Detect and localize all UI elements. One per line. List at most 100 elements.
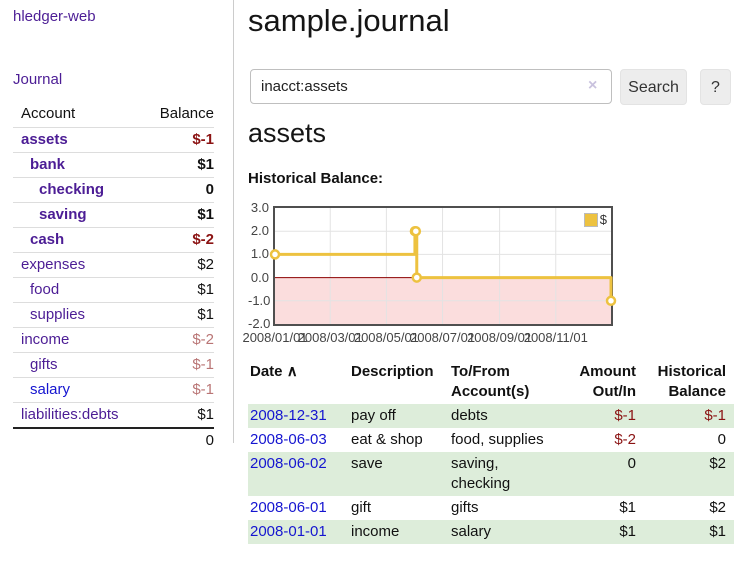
account-balance: $1 [145,302,214,328]
sidebar-account-link[interactable]: liabilities:debts [21,406,119,423]
sidebar-account-link[interactable]: food [30,281,60,298]
register-row: 2008-01-01 income salary $1 $1 [248,520,734,544]
transaction-date-link[interactable]: 2008-06-03 [250,431,327,448]
account-row: gifts $-1 [13,352,214,378]
sidebar-account-link[interactable]: income [21,331,70,348]
account-balance: $-2 [145,327,214,353]
transaction-amount: $-2 [614,431,636,448]
register-row: 2008-06-02 save saving, checking 0 $2 [248,452,734,496]
account-row: supplies $1 [13,302,214,328]
register-col-date[interactable]: Date ∧ [250,363,298,380]
accounts-col-header: Account [21,105,76,122]
search-input[interactable] [250,69,612,104]
transaction-description: income [351,523,400,540]
search-form: × Search ? [248,69,742,107]
account-row: food $1 [13,277,214,303]
account-balance: $-2 [145,227,214,253]
register-col-accounts: To/From Account(s) [451,363,530,400]
transaction-description: eat & shop [351,431,423,448]
register-table: Date ∧ Description To/From Account(s) Am… [248,360,734,544]
transaction-accounts: saving, checking [451,455,511,492]
account-balance: $1 [145,152,214,178]
account-row: income $-2 [13,327,214,353]
transaction-balance: $1 [709,523,726,540]
account-balance: $1 [145,202,214,228]
register-col-amount: Amount Out/In [579,363,636,400]
transaction-description: save [351,455,383,472]
transaction-accounts: salary [451,523,492,540]
register-col-description: Description [351,363,434,380]
transaction-date-link[interactable]: 2008-06-01 [250,499,327,516]
x-tick-label: 2008/11/01 [523,330,588,345]
account-balance: $-1 [145,352,214,378]
sidebar-account-link[interactable]: expenses [21,256,86,273]
x-tick-label: 2008/05/01 [353,330,419,345]
y-tick-label: 1.0 [250,246,269,262]
account-row: saving $1 [13,202,214,228]
chart-legend: $ [583,212,607,227]
sidebar: hledger-web Journal Account Balance asse… [0,0,234,453]
sidebar-account-link[interactable]: checking [39,181,105,198]
account-heading: assets [248,118,327,148]
sidebar-account-link[interactable]: assets [21,131,68,148]
clear-search-icon[interactable]: × [588,77,598,94]
accounts-total-row: 0 [13,427,214,453]
accounts-table: Account Balance assets $-1 bank $1 checking 0… [13,102,214,453]
y-tick-label: 3.0 [250,200,269,215]
transaction-accounts: debts [451,407,488,424]
account-balance: $-1 [145,377,214,403]
main-content: sample.journal × Search ? assets Histori… [242,0,742,582]
transaction-balance: $-1 [704,407,726,424]
account-row: assets $-1 [13,127,214,153]
page-title: sample.journal [248,3,450,38]
register-row: 2008-12-31 pay off debts $-1 $-1 [248,404,734,428]
legend-label: $ [599,212,607,227]
account-balance: $2 [145,252,214,278]
account-row: bank $1 [13,152,214,178]
transaction-amount: $-1 [614,407,636,424]
transaction-description: gift [351,499,372,516]
sidebar-account-link[interactable]: salary [30,381,71,398]
register-row: 2008-06-03 eat & shop food, supplies $-2 0 [248,428,734,452]
transaction-date-link[interactable]: 2008-12-31 [250,407,327,424]
transaction-balance: 0 [717,431,726,448]
x-tick-label: 2008/09/01 [467,330,533,345]
historical-balance-chart: 3.0 2.0 1.0 0.0 -1.0 -2.0 $ 2008/01/01 2008/03… [242,199,742,349]
sidebar-account-link[interactable]: supplies [30,306,86,323]
y-tick-label: 2.0 [250,223,269,239]
sidebar-account-link[interactable]: bank [30,156,66,173]
account-balance: $1 [145,402,214,428]
transaction-amount: 0 [627,455,636,472]
y-tick-label: -1.0 [248,292,271,308]
transaction-amount: $1 [619,523,636,540]
x-tick-label: 2008/07/01 [409,330,476,345]
y-tick-label: 0.0 [250,269,269,285]
transaction-amount: $1 [619,499,636,516]
chart-canvas [269,208,617,324]
account-balance: $1 [145,277,214,303]
legend-swatch-icon [583,212,598,227]
account-balance: 0 [145,177,214,203]
register-col-balance: Historical Balance [657,363,726,400]
accounts-total-value: 0 [145,427,214,453]
sidebar-item-journal[interactable]: Journal [13,71,63,88]
sidebar-account-link[interactable]: gifts [30,356,58,373]
balance-col-header: Balance [159,105,214,122]
transaction-date-link[interactable]: 2008-01-01 [250,523,327,540]
account-row: salary $-1 [13,377,214,403]
transaction-balance: $2 [709,455,726,472]
transaction-date-link[interactable]: 2008-06-02 [250,455,327,472]
x-tick-label: 2008/01/01 [242,330,308,345]
app-brand-link[interactable]: hledger-web [13,8,96,25]
account-row: expenses $2 [13,252,214,278]
register-row: 2008-06-01 gift gifts $1 $2 [248,496,734,520]
chart-title: Historical Balance: [248,170,384,187]
help-button[interactable]: ? [700,69,731,105]
search-button[interactable]: Search [620,69,687,105]
x-tick-label: 2008/03/01 [297,330,363,345]
transaction-accounts: gifts [451,499,479,516]
sidebar-account-link[interactable]: cash [30,231,65,248]
y-tick-label: -2.0 [248,316,271,331]
sidebar-account-link[interactable]: saving [39,206,87,223]
transaction-description: pay off [351,407,396,424]
